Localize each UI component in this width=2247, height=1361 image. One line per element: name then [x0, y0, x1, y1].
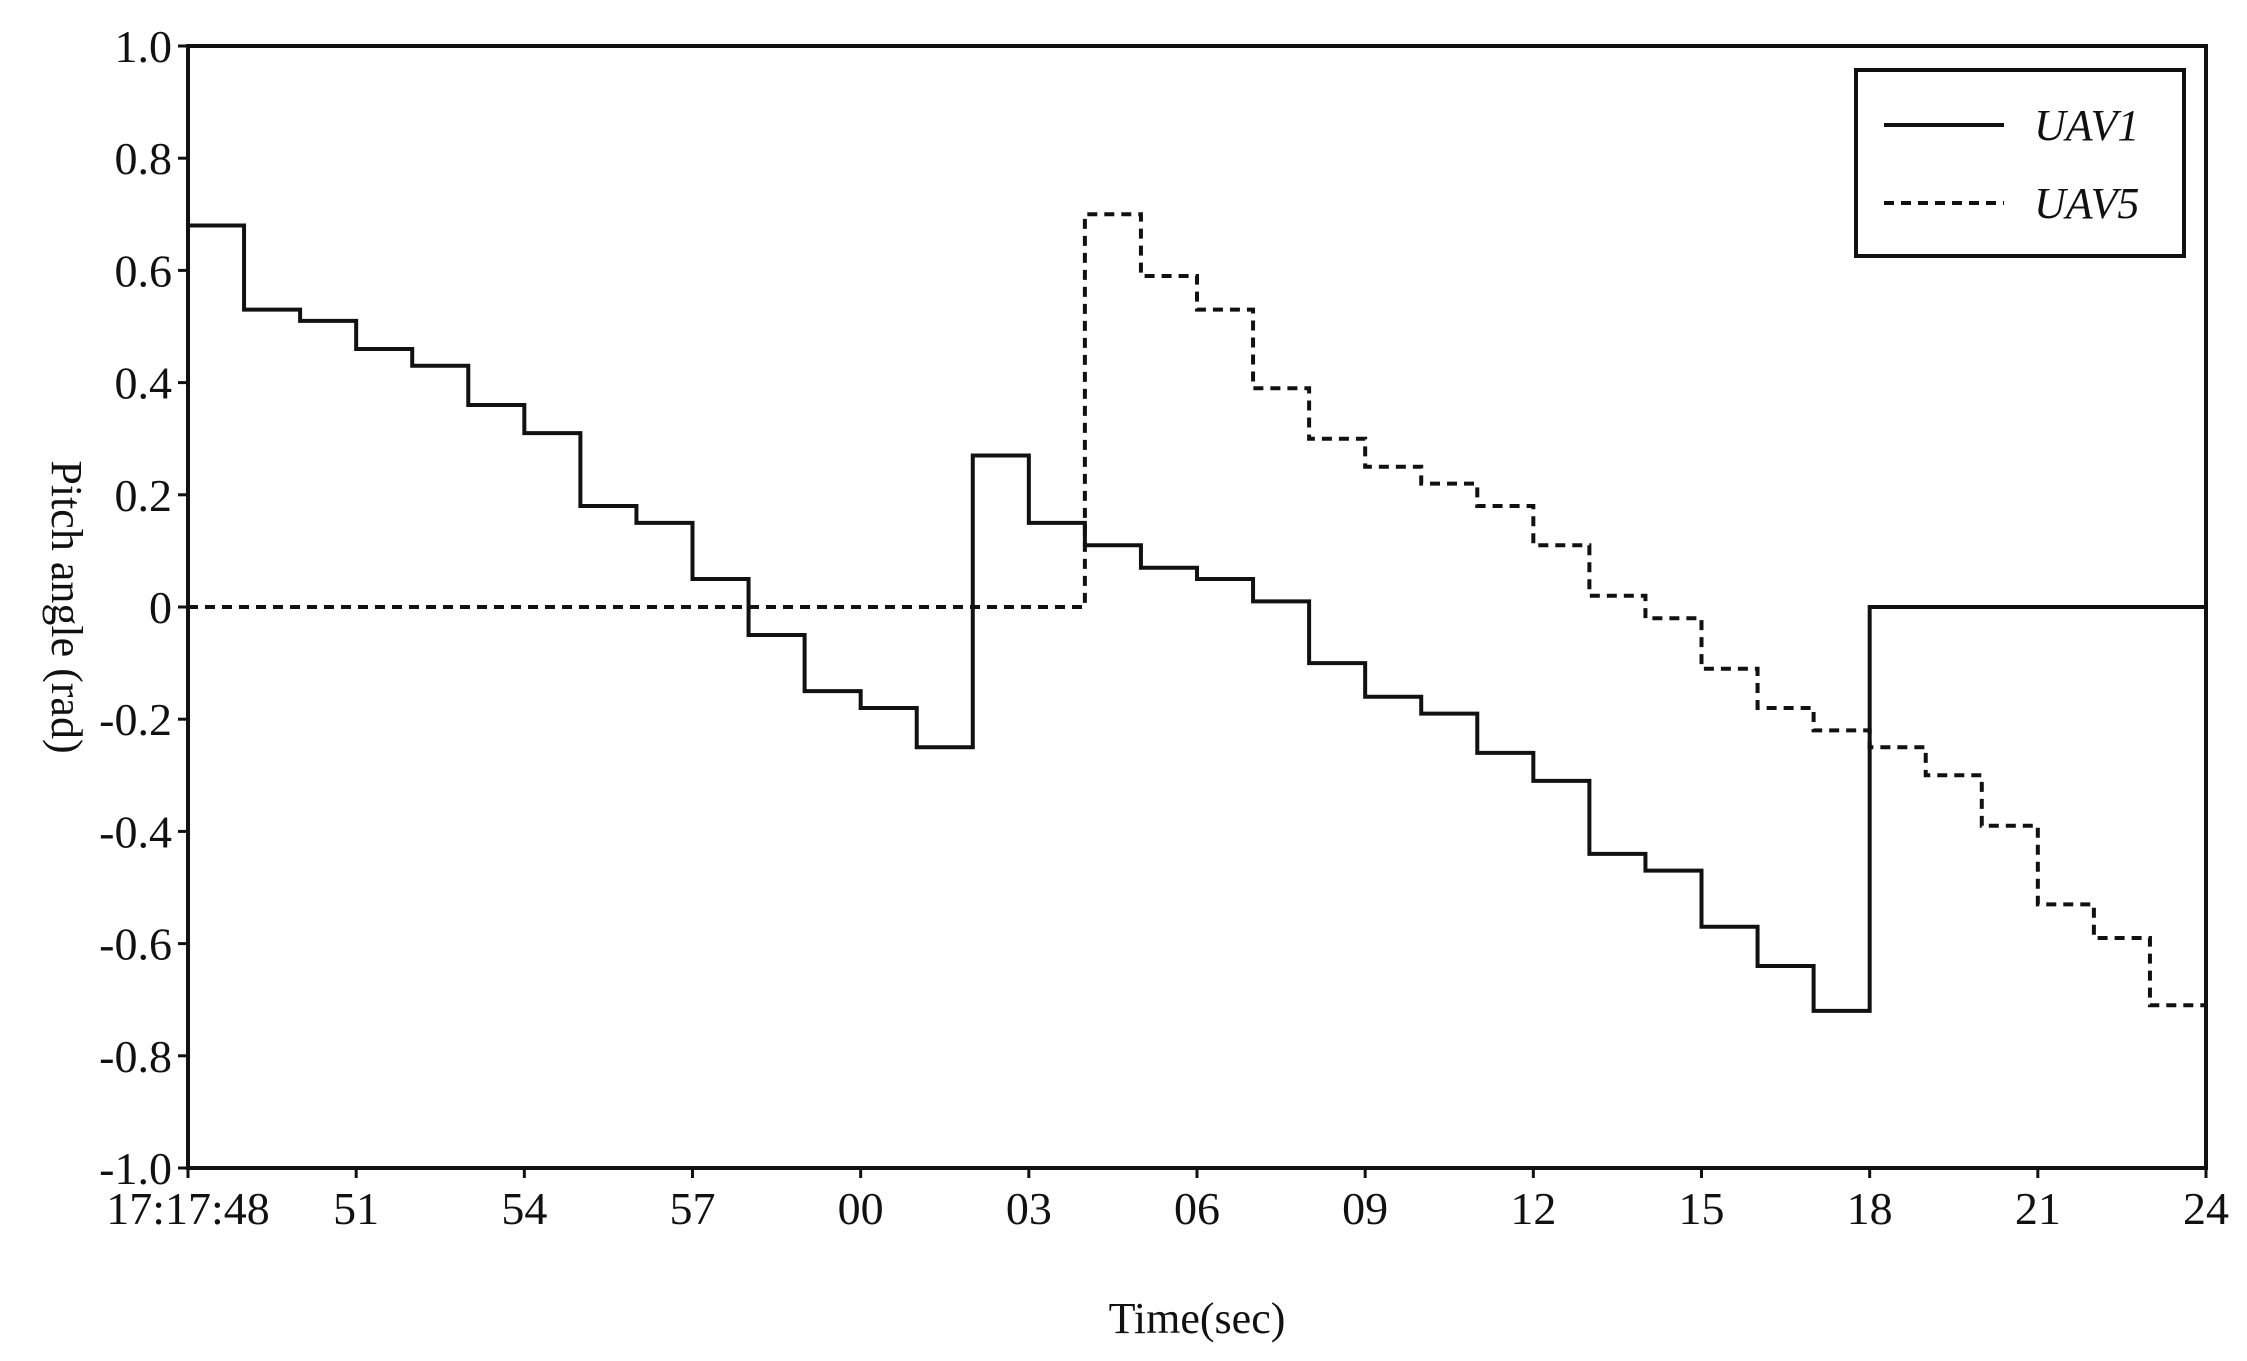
- x-tick-label: 15: [1679, 1183, 1725, 1234]
- x-tick-label: 24: [2183, 1183, 2229, 1234]
- x-tick-label: 17:17:48: [106, 1183, 270, 1234]
- legend-label-uav1: UAV1: [2034, 101, 2139, 150]
- legend-box: [1854, 68, 2186, 258]
- x-axis-title: Time(sec): [1109, 1294, 1286, 1343]
- y-tick-label: 0.4: [115, 358, 173, 409]
- y-tick-label: -0.2: [99, 694, 172, 745]
- x-tick-label: 21: [2015, 1183, 2061, 1234]
- x-tick-label: 00: [838, 1183, 884, 1234]
- legend-label-uav5: UAV5: [2034, 179, 2139, 228]
- x-tick-label: 51: [333, 1183, 379, 1234]
- x-tick-label: 03: [1006, 1183, 1052, 1234]
- y-tick-label: -0.4: [99, 806, 172, 857]
- y-tick-label: 0.8: [115, 133, 173, 184]
- x-tick-label: 12: [1510, 1183, 1556, 1234]
- y-axis: 1.0 0.8 0.6 0.4 0.2 0 -0.2 -0.4 -0.6 -0.8 -1.0: [99, 21, 188, 1194]
- y-tick-label: -0.8: [99, 1031, 172, 1082]
- y-tick-label: 0: [149, 582, 172, 633]
- x-tick-label: 18: [1847, 1183, 1893, 1234]
- y-tick-label: 1.0: [115, 21, 173, 72]
- x-axis: 17:17:48 51 54 57 00 03 06 09 12 15 18 21 24: [106, 1168, 2229, 1234]
- x-tick-label: 09: [1342, 1183, 1388, 1234]
- x-tick-label: 06: [1174, 1183, 1220, 1234]
- series-line-uav1: [188, 223, 2206, 1013]
- y-tick-label: -1.0: [99, 1143, 172, 1194]
- x-tick-label: 57: [670, 1183, 716, 1234]
- series-line-uav5: [188, 212, 2206, 1008]
- series-layer: [188, 212, 2206, 1013]
- y-tick-label: 0.2: [115, 470, 173, 521]
- y-tick-label: 0.6: [115, 245, 173, 296]
- x-tick-label: 54: [501, 1183, 547, 1234]
- y-tick-label: -0.6: [99, 919, 172, 970]
- legend: UAV1 UAV5: [1854, 68, 2186, 258]
- y-axis-title: Pitch angle (rad): [42, 460, 91, 753]
